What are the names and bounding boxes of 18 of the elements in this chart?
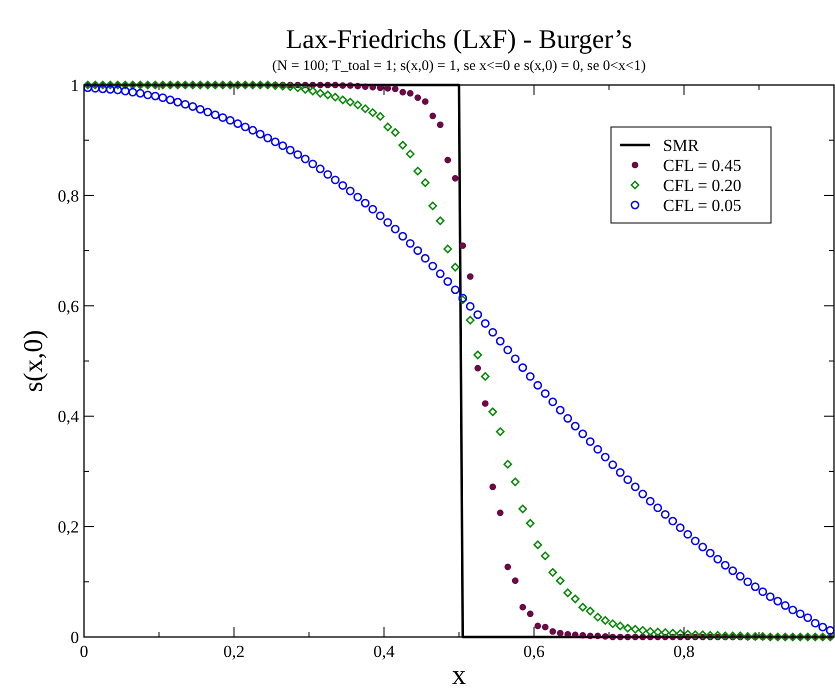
x-tick-label: 0,2: [223, 642, 245, 661]
x-tick-label: 0,4: [373, 642, 396, 661]
y-tick-label: 0,4: [58, 407, 80, 426]
y-tick-label: 0,6: [58, 296, 79, 316]
y-tick-label: 0,2: [58, 518, 79, 537]
y-tick-label: 0,8: [58, 186, 79, 206]
x-tick-label: 0,6: [523, 642, 545, 661]
legend-label: CFL = 0.20: [663, 176, 742, 195]
chart-title: Lax-Friedrichs (LxF) - Burger’s: [286, 24, 632, 54]
y-axis-title: s(x,0): [18, 330, 48, 392]
chart-subtitle: (N = 100; T_toal = 1; s(x,0) = 1, se x<=0 e s(x,0) = 0, se 0<x<1): [272, 58, 646, 74]
x-axis-title: x: [452, 660, 466, 691]
y-tick-label: 0: [70, 628, 79, 647]
y-tick-label: 1: [70, 76, 79, 95]
legend-label: CFL = 0.45: [663, 156, 742, 175]
legend-label: CFL = 0.05: [663, 196, 742, 215]
legend-label: SMR: [663, 136, 700, 155]
x-tick-label: 0,8: [673, 642, 695, 661]
